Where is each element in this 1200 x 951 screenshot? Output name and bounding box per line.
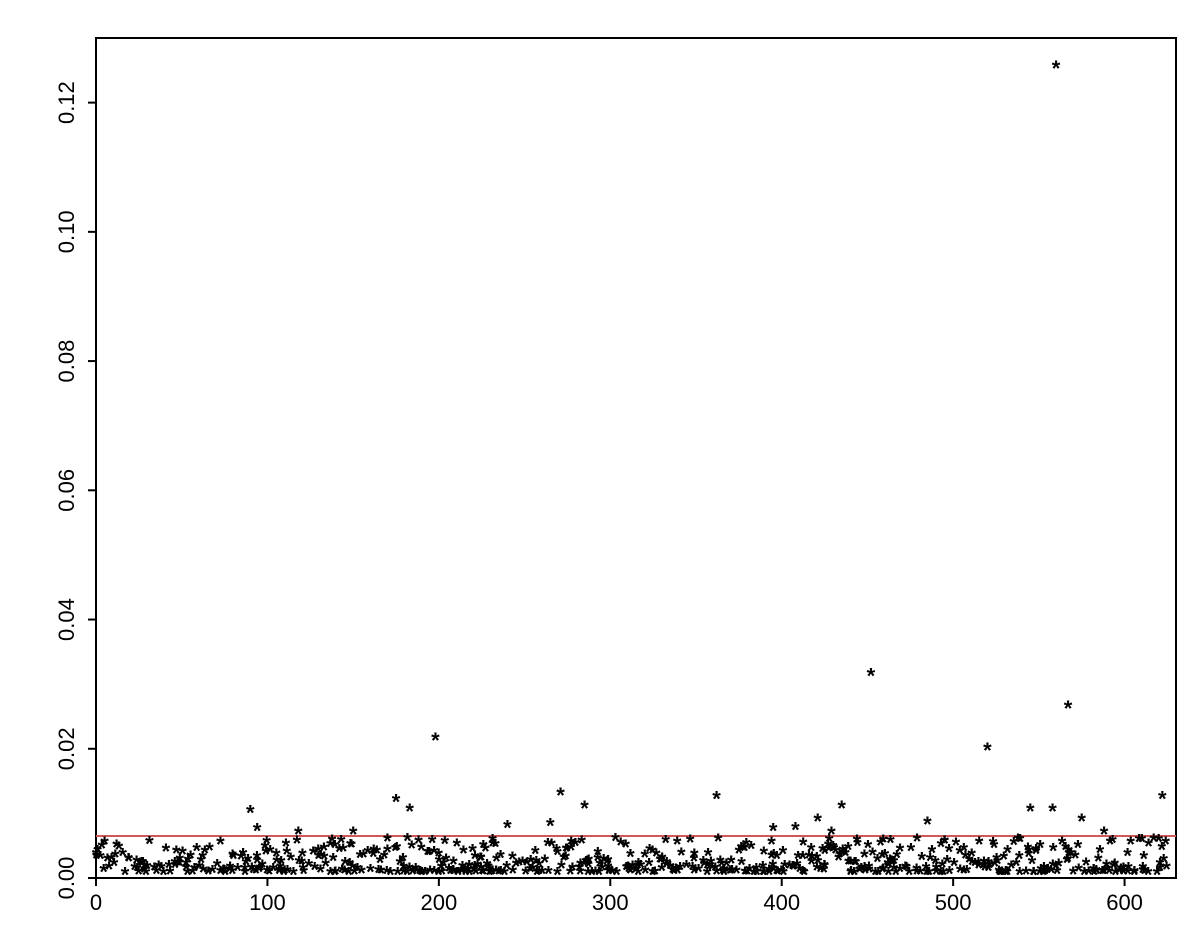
data-point: * xyxy=(544,862,553,887)
data-point-outlier: * xyxy=(556,783,565,808)
x-tick-label: 100 xyxy=(249,890,286,915)
y-tick-label: 0.10 xyxy=(54,210,79,253)
data-point-outlier: * xyxy=(1158,786,1167,811)
data-point-outlier: * xyxy=(503,815,512,840)
x-tick-label: 200 xyxy=(420,890,457,915)
data-point-outlier: * xyxy=(983,738,992,763)
data-point-outlier: * xyxy=(769,819,778,844)
data-point: * xyxy=(1162,857,1171,882)
data-point-outlier: * xyxy=(813,809,822,834)
scatter-chart: 0 100 200 300 400 500 600 0.00 0.02 0.04 0.06 0.08 0… xyxy=(0,0,1200,951)
chart-svg: 0 100 200 300 400 500 600 0.00 0.02 0.04 0.06 0.08 0… xyxy=(0,0,1200,951)
y-tick-label: 0.12 xyxy=(54,81,79,124)
x-tick-label: 600 xyxy=(1106,890,1143,915)
data-point-outlier: * xyxy=(1100,822,1109,847)
x-tick-label: 300 xyxy=(592,890,629,915)
data-point-outlier: * xyxy=(405,799,414,824)
data-point: * xyxy=(145,831,154,856)
y-tick-label: 0.06 xyxy=(54,469,79,512)
data-point-outlier: * xyxy=(791,817,800,842)
data-point-outlier: * xyxy=(431,728,440,753)
data-point: * xyxy=(1144,863,1153,888)
data-point-outlier: * xyxy=(712,786,721,811)
data-point-outlier: * xyxy=(1052,56,1061,81)
data-point-outlier: * xyxy=(1026,799,1035,824)
y-tick-label: 0.04 xyxy=(54,598,79,641)
data-point-outlier: * xyxy=(294,822,303,847)
x-tick-label: 500 xyxy=(935,890,972,915)
data-point-outlier: * xyxy=(349,822,358,847)
data-point: * xyxy=(216,832,225,857)
data-point-outlier: * xyxy=(392,790,401,815)
data-point-outlier: * xyxy=(546,813,555,838)
y-tick-label: 0.08 xyxy=(54,340,79,383)
x-tick-label: 0 xyxy=(90,890,102,915)
data-point: * xyxy=(661,831,670,856)
y-tick-label: 0.00 xyxy=(54,857,79,900)
data-point: * xyxy=(612,862,621,887)
y-tick-label: 0.02 xyxy=(54,727,79,770)
data-point: * xyxy=(1161,832,1170,857)
data-point-outlier: * xyxy=(837,796,846,821)
data-point-outlier: * xyxy=(1048,799,1057,824)
data-point-outlier: * xyxy=(923,812,932,837)
data-point-outlier: * xyxy=(1077,809,1086,834)
data-point-outlier: * xyxy=(827,822,836,847)
data-point-outlier: * xyxy=(253,819,262,844)
data-point-outlier: * xyxy=(1064,696,1073,721)
data-point-outlier: * xyxy=(867,664,876,689)
x-tick-label: 400 xyxy=(763,890,800,915)
data-point-outlier: * xyxy=(580,796,589,821)
